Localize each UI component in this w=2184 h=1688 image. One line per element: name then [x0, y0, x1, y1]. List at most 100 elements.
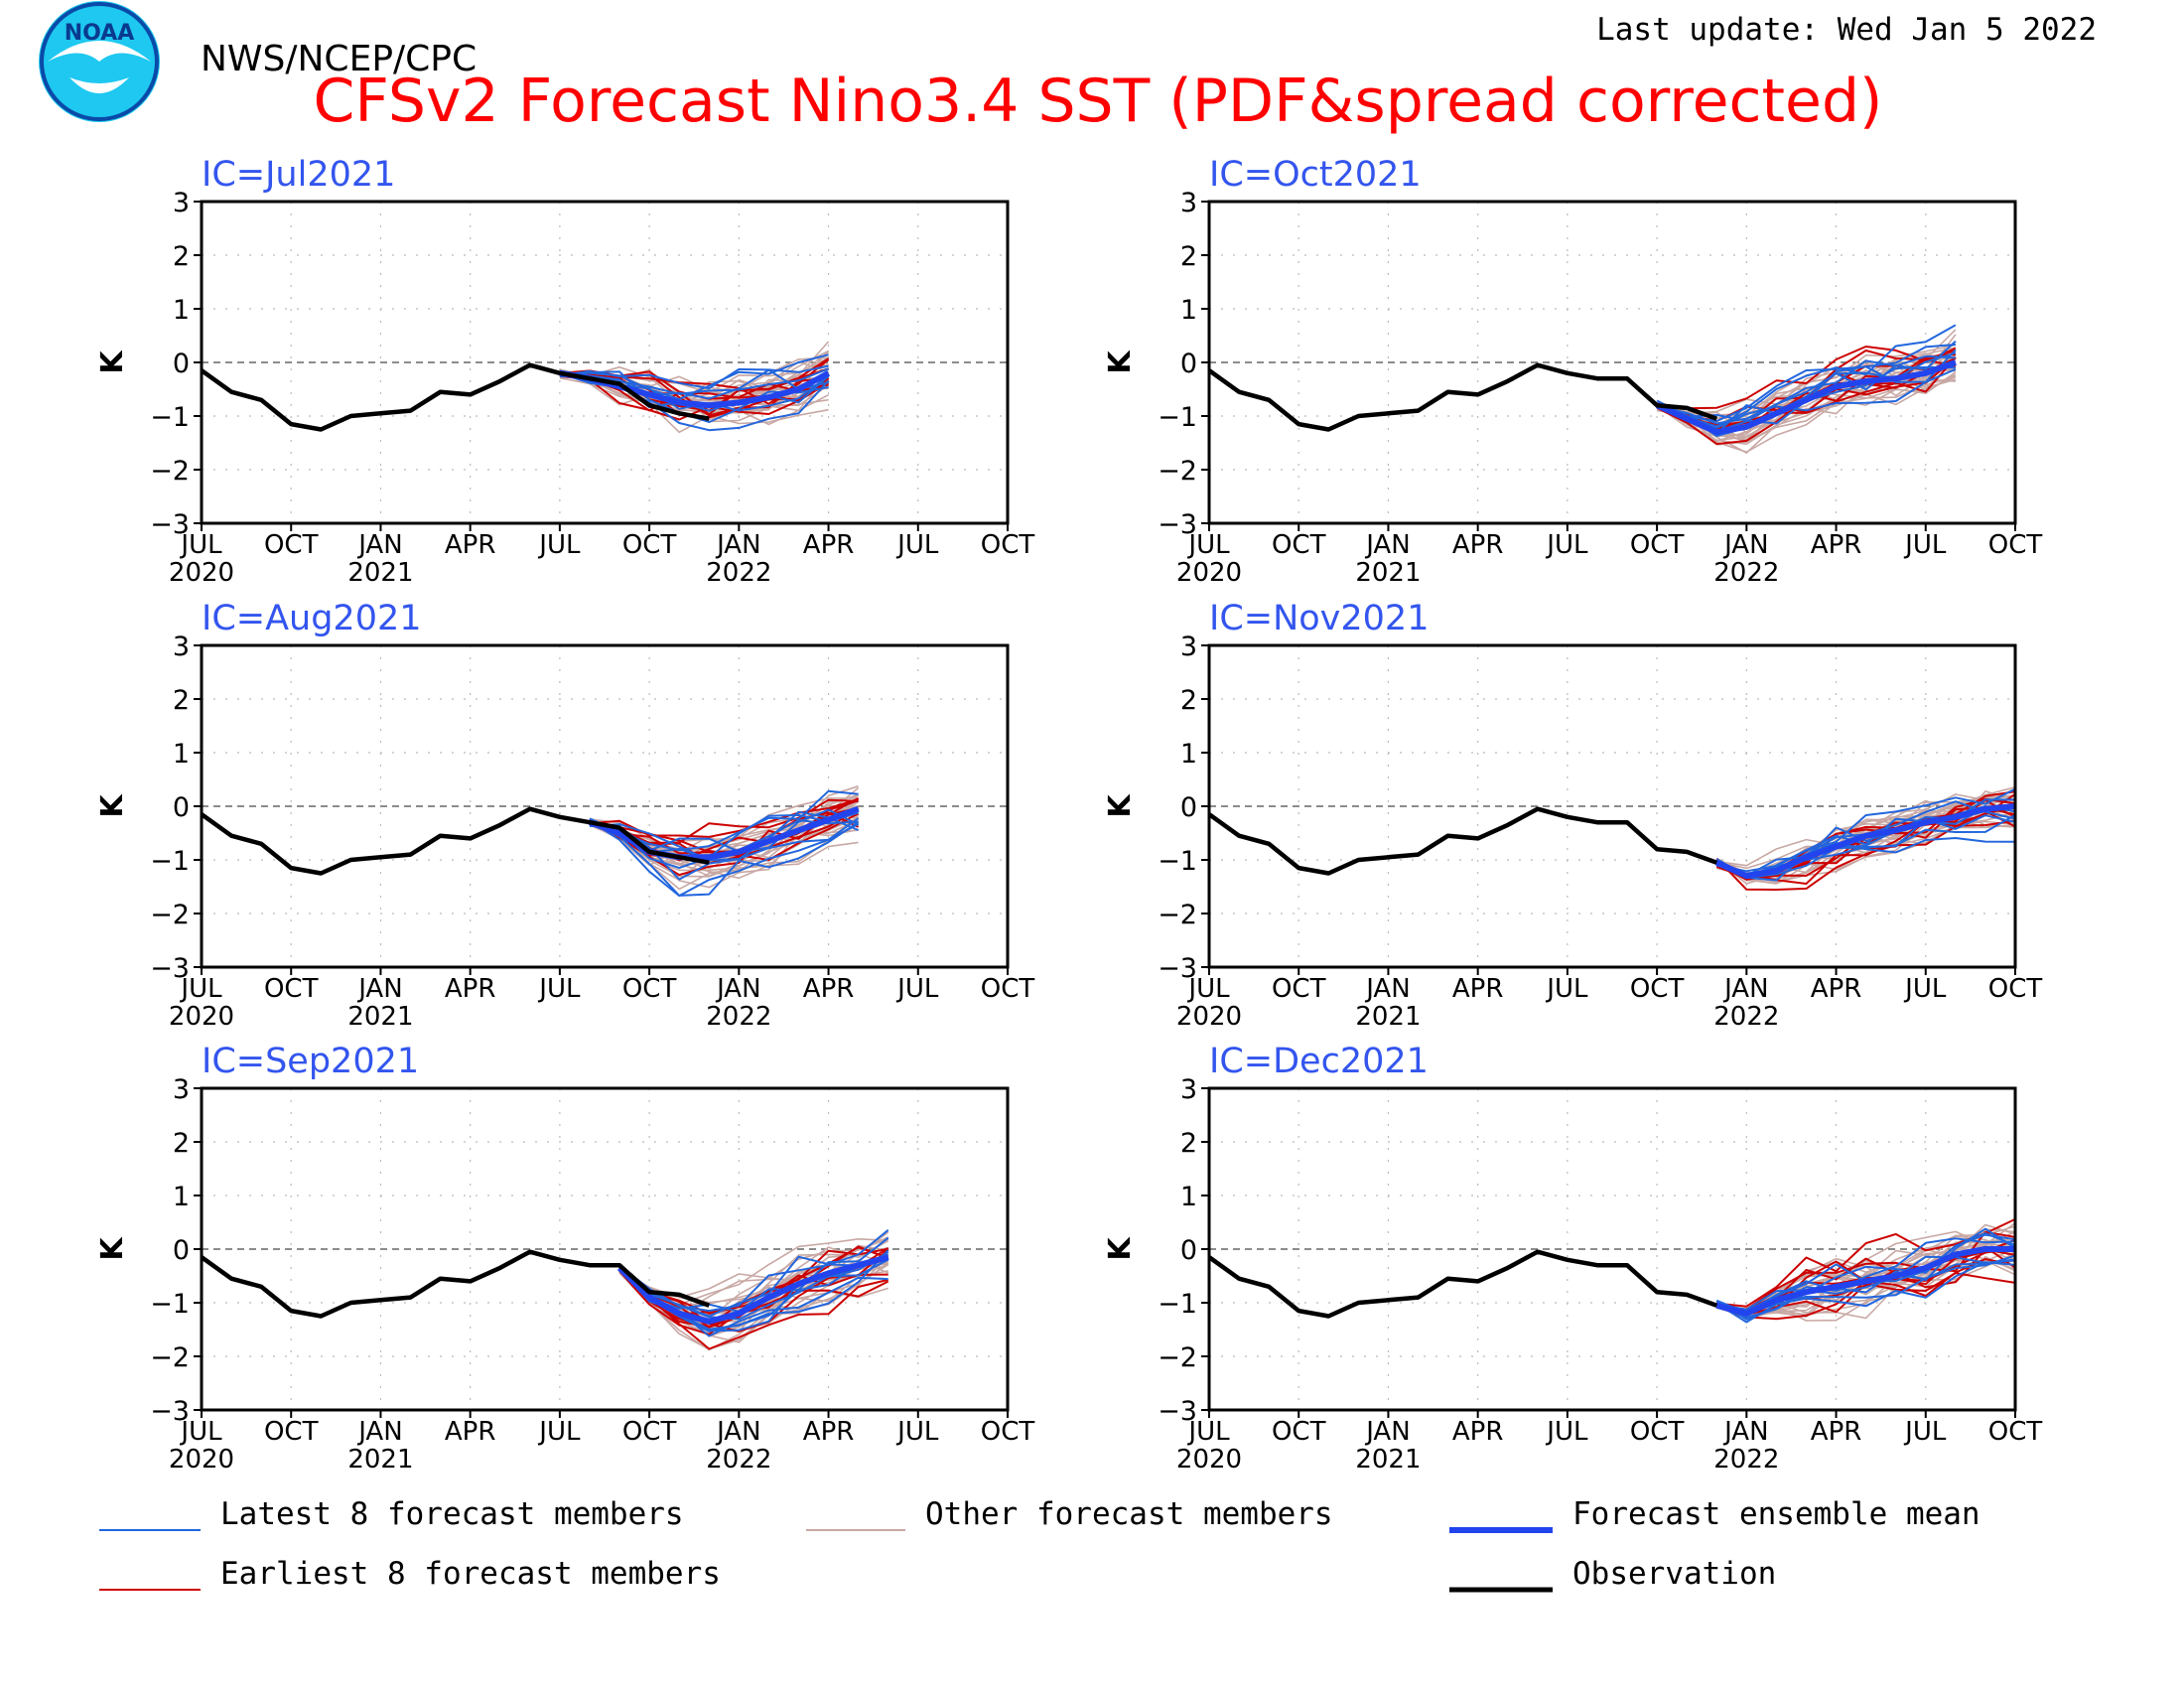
x-tick-label: JUL	[1545, 974, 1588, 1004]
observation-line	[200, 362, 710, 432]
x-tick-label: JUL	[537, 974, 581, 1004]
earliest-member-line	[618, 1270, 888, 1350]
latest-member-line	[589, 817, 860, 898]
y-tick-label: 0	[173, 792, 190, 823]
y-axis-label: K	[95, 793, 130, 818]
x-tick-year-label: 2022	[706, 1445, 771, 1475]
x-tick-label: JUL	[179, 1417, 222, 1447]
y-tick-label: 3	[1180, 1074, 1197, 1105]
earliest-member-line	[1716, 1230, 2016, 1311]
x-tick-label: OCT	[622, 530, 677, 560]
x-tick-label: OCT	[1630, 1417, 1685, 1447]
latest-member-line	[559, 368, 829, 400]
x-tick-label: JUL	[895, 1417, 939, 1447]
earliest-member-line	[559, 373, 830, 421]
y-tick-label: 3	[173, 1074, 190, 1105]
latest-member-line	[1715, 804, 2016, 877]
x-tick-label: JUL	[1186, 1417, 1230, 1447]
chart-legend: Latest 8 forecast members Other forecast …	[99, 1496, 1980, 1593]
x-tick-year-label: 2020	[169, 1445, 234, 1475]
latest-member-line	[1715, 1232, 2016, 1319]
y-tick-label: 3	[173, 632, 190, 662]
latest-member-line	[1656, 324, 1957, 428]
x-tick-label: JAN	[1722, 530, 1768, 560]
y-axis-label: K	[1103, 1236, 1138, 1261]
y-tick-label: 1	[173, 295, 190, 326]
x-tick-label: APR	[1452, 530, 1504, 560]
x-tick-label: OCT	[622, 974, 677, 1004]
x-tick-label: OCT	[1272, 974, 1326, 1004]
x-tick-label: OCT	[1630, 974, 1685, 1004]
y-tick-label: 0	[1180, 792, 1197, 823]
x-tick-year-label: 2021	[347, 558, 413, 588]
y-tick-label: 1	[173, 1182, 190, 1212]
x-tick-label: OCT	[264, 974, 319, 1004]
y-tick-label: 2	[1180, 685, 1197, 716]
x-tick-label: OCT	[1630, 530, 1685, 560]
x-tick-label: JUL	[895, 530, 939, 560]
x-tick-label: APR	[1811, 530, 1862, 560]
figure-title: CFSv2 Forecast Nino3.4 SST (PDF&spread c…	[314, 67, 1883, 136]
x-tick-label: JUL	[537, 1417, 581, 1447]
x-tick-year-label: 2021	[347, 1002, 413, 1032]
observation-line	[1207, 362, 1718, 432]
x-tick-year-label: 2022	[1713, 1445, 1779, 1475]
x-tick-label: OCT	[1272, 1417, 1326, 1447]
observation-line	[1207, 806, 1718, 876]
latest-member-line	[1656, 352, 1957, 425]
noaa-logo: NOAA	[39, 1, 160, 122]
panel-title: IC=Nov2021	[1209, 599, 1429, 638]
earliest-member-line	[1656, 346, 1957, 410]
panel-title: IC=Sep2021	[202, 1042, 419, 1081]
latest-member-line	[618, 1258, 889, 1321]
legend-label-mean: Forecast ensemble mean	[1572, 1496, 1980, 1532]
x-tick-year-label: 2022	[706, 558, 771, 588]
x-tick-label: JUL	[1545, 530, 1588, 560]
y-axis-label: K	[1103, 350, 1138, 374]
y-tick-label: 1	[1180, 739, 1197, 770]
earliest-member-line	[1715, 819, 2016, 885]
y-tick-label: −3	[1158, 509, 1197, 540]
legend-label-earliest: Earliest 8 forecast members	[220, 1556, 721, 1592]
panel-title: IC=Aug2021	[202, 599, 422, 638]
y-tick-label: 3	[1180, 188, 1197, 218]
x-tick-year-label: 2021	[1355, 558, 1421, 588]
x-tick-label: APR	[445, 974, 496, 1004]
x-tick-year-label: 2020	[1176, 1002, 1242, 1032]
ensemble-mean-line	[616, 1254, 889, 1325]
x-tick-label: OCT	[264, 1417, 319, 1447]
latest-member-line	[1715, 1261, 2016, 1324]
observation-line	[1207, 1249, 1718, 1319]
x-tick-label: JAN	[356, 974, 402, 1004]
x-tick-year-label: 2020	[1176, 1445, 1242, 1475]
y-tick-label: −2	[1158, 900, 1197, 930]
y-tick-label: −3	[150, 1396, 190, 1427]
x-tick-year-label: 2020	[169, 558, 234, 588]
ensemble-mean-line	[1715, 1246, 2015, 1317]
y-tick-label: 0	[1180, 1235, 1197, 1266]
x-tick-label: JUL	[895, 974, 939, 1004]
x-tick-label: JUL	[1186, 530, 1230, 560]
y-tick-label: 1	[1180, 295, 1197, 326]
y-axis-label: K	[95, 1236, 130, 1261]
y-tick-label: 3	[1180, 632, 1197, 662]
legend-label-latest: Latest 8 forecast members	[220, 1496, 684, 1532]
x-tick-label: JAN	[1364, 1417, 1410, 1447]
x-tick-label: OCT	[981, 974, 1035, 1004]
earliest-member-line	[618, 1245, 889, 1329]
x-tick-label: JAN	[715, 974, 760, 1004]
y-axis-label: K	[95, 350, 130, 374]
latest-member-line	[1716, 787, 2016, 873]
legend-label-observation: Observation	[1572, 1556, 1776, 1592]
latest-member-line	[559, 364, 829, 390]
y-tick-label: 2	[173, 1128, 190, 1159]
x-tick-label: OCT	[1988, 974, 2043, 1004]
last-update: Last update: Wed Jan 5 2022	[1596, 12, 2097, 48]
y-tick-label: 2	[173, 685, 190, 716]
x-tick-label: JAN	[715, 530, 760, 560]
panel-title: IC=Dec2021	[1209, 1042, 1429, 1081]
y-tick-label: −1	[1158, 846, 1197, 877]
